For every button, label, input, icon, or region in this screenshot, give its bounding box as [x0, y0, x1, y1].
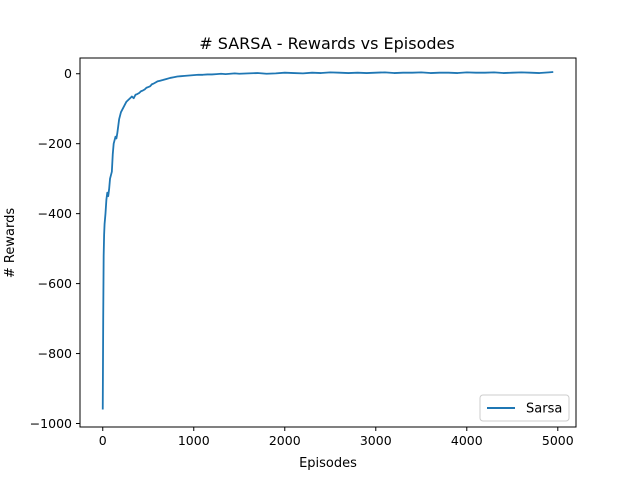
y-tick-label: 0: [64, 66, 72, 81]
x-tick-label: 4000: [451, 433, 483, 448]
y-axis-label: # Rewards: [3, 208, 18, 278]
y-axis-ticks: 0 −200 −400 −600 −800 −1000: [30, 66, 80, 431]
y-tick-label: −400: [38, 206, 72, 221]
legend-box: [479, 394, 570, 422]
chart-title: # SARSA - Rewards vs Episodes: [199, 34, 454, 53]
legend: Sarsa: [479, 394, 570, 422]
legend-label-sarsa: Sarsa: [526, 402, 562, 417]
series-line-sarsa: [101, 71, 554, 410]
y-tick-label: −600: [38, 276, 72, 291]
y-tick-label: −800: [38, 346, 72, 361]
x-axis-ticks: 0 1000 2000 3000 4000 5000: [99, 427, 574, 448]
x-tick-label: 1000: [178, 433, 210, 448]
y-tick-label: −200: [38, 136, 72, 151]
x-axis-label: Episodes: [299, 456, 357, 471]
y-tick-label: −1000: [30, 416, 72, 431]
x-tick-label: 5000: [542, 433, 574, 448]
plot-area-frame: [79, 57, 577, 428]
x-tick-label: 3000: [360, 433, 392, 448]
x-tick-label: 0: [99, 433, 107, 448]
x-tick-label: 2000: [269, 433, 301, 448]
